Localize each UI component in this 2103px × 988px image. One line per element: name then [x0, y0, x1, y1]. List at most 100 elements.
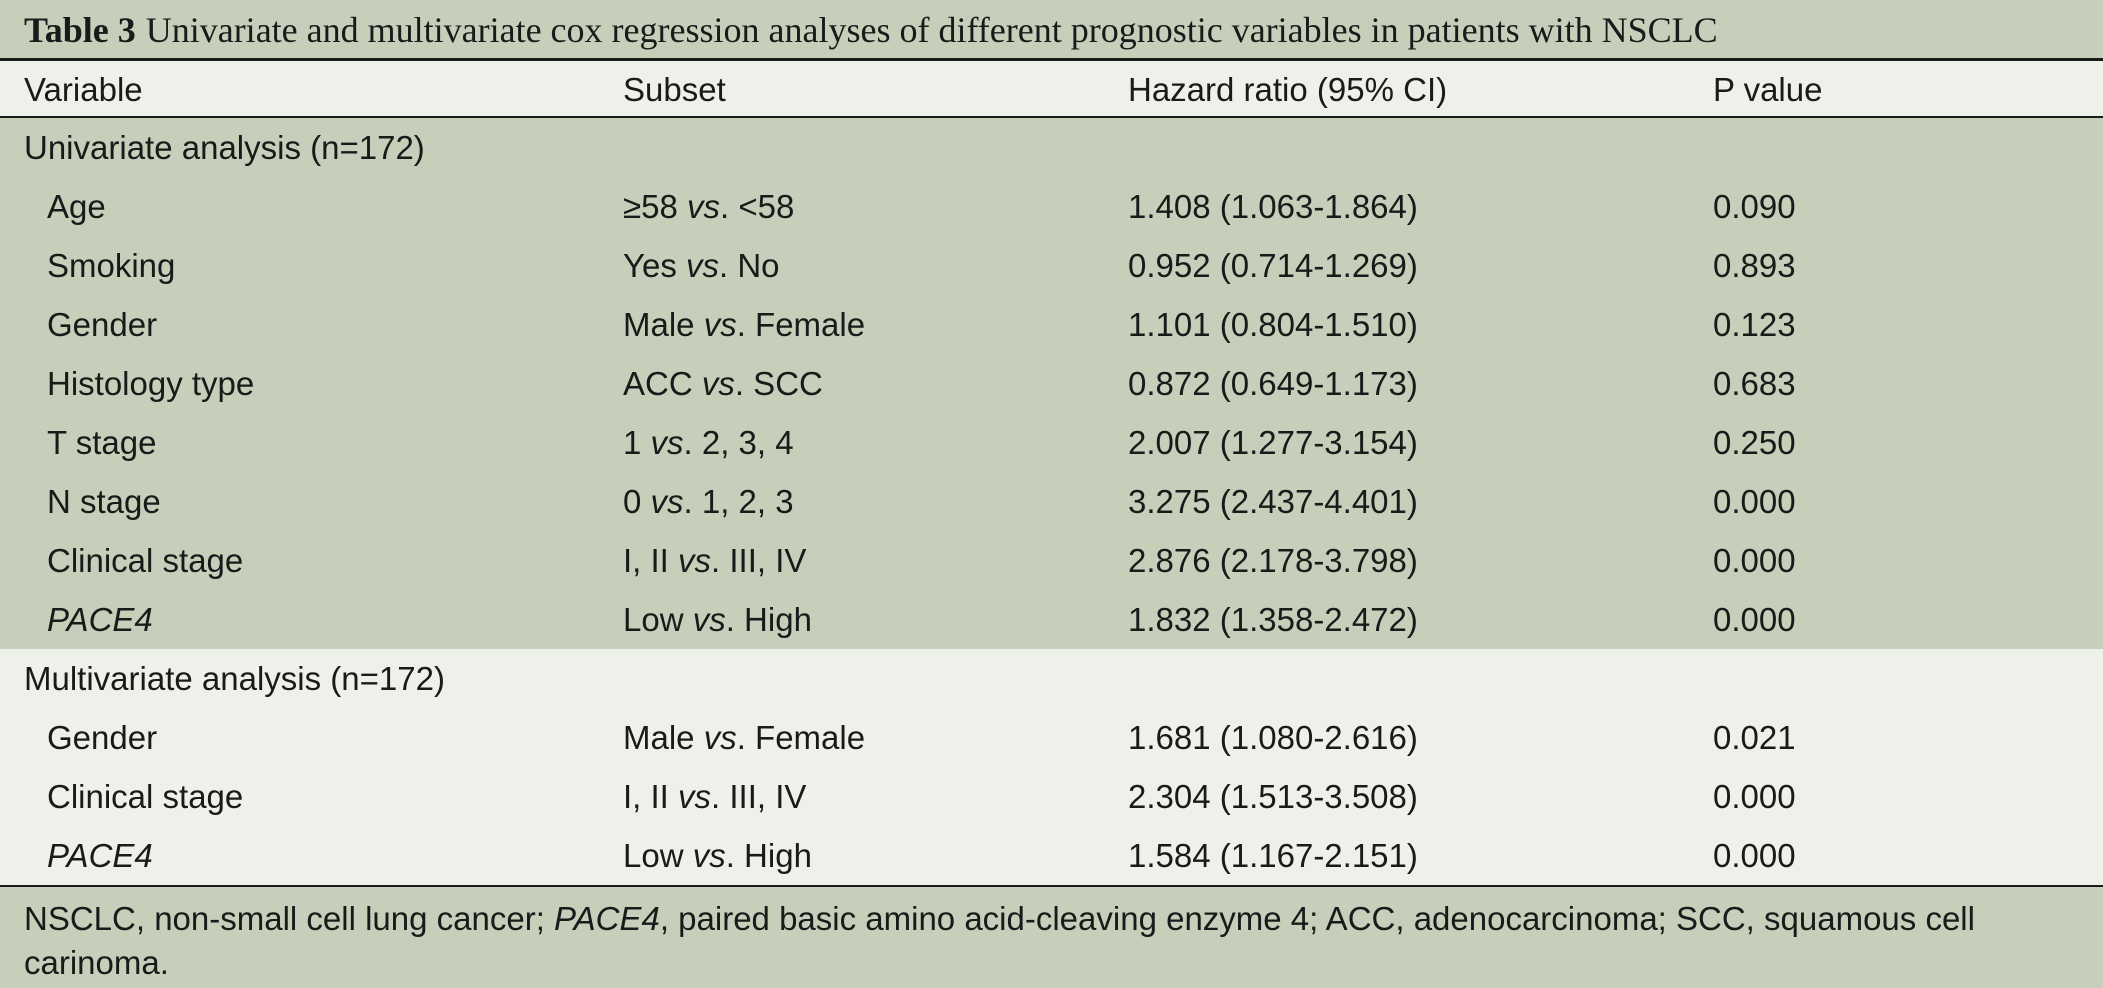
cell-variable: Histology type	[47, 365, 255, 402]
cell-subset: ≥58 vs. <58	[599, 177, 1104, 236]
bottom-rule	[0, 885, 2103, 887]
cell-p-value: 0.090	[1713, 188, 1796, 225]
subset-subset-b: . No	[719, 247, 780, 284]
footnote-part2: , paired basic amino acid-cleaving enzym…	[24, 900, 1975, 981]
cell-p-value: 0.893	[1713, 247, 1796, 284]
cell-subset: Yes vs. No	[599, 236, 1104, 295]
subset-vs: vs	[650, 483, 684, 520]
header-rule	[0, 116, 2103, 118]
subset-subset-a: Male	[623, 719, 704, 756]
cell-p-value: 0.683	[1713, 365, 1796, 402]
cell-hazard-ratio: 1.681 (1.080-2.616)	[1128, 719, 1418, 756]
subset-vs: vs	[692, 837, 726, 874]
cell-subset: Low vs. High	[599, 826, 1104, 885]
cell-p-value: 0.000	[1713, 542, 1796, 579]
subset-subset-b: . III, IV	[711, 778, 807, 815]
subset-subset-b: . 2, 3, 4	[683, 424, 794, 461]
univariate-section: Univariate analysis (n=172) Age ≥58 vs. <…	[0, 118, 2103, 649]
table-row: Gender Male vs. Female 1.681 (1.080-2.616)…	[0, 708, 2103, 767]
subset-subset-b: . III, IV	[711, 542, 807, 579]
cell-subset: 0 vs. 1, 2, 3	[599, 472, 1104, 531]
cell-hazard-ratio: 1.832 (1.358-2.472)	[1128, 601, 1418, 638]
cell-p-value: 0.000	[1713, 837, 1796, 874]
subset-subset-b: . SCC	[734, 365, 823, 402]
table-row: Clinical stage I, II vs. III, IV 2.304 (1.…	[0, 767, 2103, 826]
univariate-label: Univariate analysis (n=172)	[24, 129, 425, 166]
cell-subset: I, II vs. III, IV	[599, 767, 1104, 826]
cell-variable: Clinical stage	[47, 542, 244, 579]
subset-subset-a: Yes	[623, 247, 687, 284]
multivariate-label: Multivariate analysis (n=172)	[24, 660, 445, 697]
subset-vs: vs	[701, 365, 735, 402]
cell-subset: ACC vs. SCC	[599, 354, 1104, 413]
subset-subset-b: . <58	[720, 188, 795, 225]
table-row: Smoking Yes vs. No 0.952 (0.714-1.269) 0.89…	[0, 236, 2103, 295]
cell-p-value: 0.000	[1713, 601, 1796, 638]
cell-p-value: 0.123	[1713, 306, 1796, 343]
cell-hazard-ratio: 2.007 (1.277-3.154)	[1128, 424, 1418, 461]
subset-subset-a: ≥58	[623, 188, 687, 225]
subset-vs: vs	[678, 542, 712, 579]
subset-subset-b: . Female	[736, 306, 866, 343]
subset-vs: vs	[686, 247, 720, 284]
subset-subset-a: ACC	[623, 365, 702, 402]
footnote-part1: NSCLC, non-small cell lung cancer;	[24, 900, 555, 937]
table-header-row: Variable Subset Hazard ratio (95% CI) P …	[0, 61, 2103, 116]
subset-subset-a: I, II	[623, 778, 679, 815]
cell-variable: Gender	[47, 719, 158, 756]
cell-hazard-ratio: 2.304 (1.513-3.508)	[1128, 778, 1418, 815]
cell-variable: T stage	[47, 424, 157, 461]
subset-subset-a: 1	[623, 424, 651, 461]
cell-p-value: 0.000	[1713, 778, 1796, 815]
header-p-value: P value	[1713, 71, 1823, 108]
subset-vs: vs	[692, 601, 726, 638]
subset-subset-b: . High	[725, 837, 812, 874]
table-footnote: NSCLC, non-small cell lung cancer; PACE4…	[0, 887, 2103, 981]
cell-variable: PACE4	[47, 601, 153, 638]
table-row: Histology type ACC vs. SCC 0.872 (0.649-1.…	[0, 354, 2103, 413]
subset-subset-a: 0	[623, 483, 651, 520]
cell-variable: Gender	[47, 306, 158, 343]
cell-subset: Low vs. High	[599, 590, 1104, 649]
table-row: PACE4 Low vs. High 1.832 (1.358-2.472) 0.00…	[0, 590, 2103, 649]
subset-subset-a: I, II	[623, 542, 679, 579]
subset-vs: vs	[703, 306, 737, 343]
header-hazard-ratio: Hazard ratio (95% CI)	[1128, 71, 1448, 108]
cell-variable: N stage	[47, 483, 161, 520]
cell-variable: Smoking	[47, 247, 176, 284]
cell-p-value: 0.021	[1713, 719, 1796, 756]
cell-variable: Clinical stage	[47, 778, 244, 815]
header-variable: Variable	[24, 71, 143, 108]
table-row: N stage 0 vs. 1, 2, 3 3.275 (2.437-4.401) 0…	[0, 472, 2103, 531]
header-subset: Subset	[623, 71, 726, 108]
table-title: Table 3 Univariate and multivariate cox r…	[0, 0, 2103, 58]
subset-subset-a: Low	[623, 837, 693, 874]
table-row: T stage 1 vs. 2, 3, 4 2.007 (1.277-3.154) 0…	[0, 413, 2103, 472]
cell-hazard-ratio: 1.101 (0.804-1.510)	[1128, 306, 1418, 343]
cell-variable: PACE4	[47, 837, 153, 874]
cell-p-value: 0.250	[1713, 424, 1796, 461]
footnote-italic: PACE4	[554, 900, 660, 937]
table-number: Table 3	[24, 10, 136, 50]
subset-vs: vs	[703, 719, 737, 756]
cell-hazard-ratio: 2.876 (2.178-3.798)	[1128, 542, 1418, 579]
cell-subset: Male vs. Female	[599, 708, 1104, 767]
cell-hazard-ratio: 1.584 (1.167-2.151)	[1128, 837, 1418, 874]
cell-variable: Age	[47, 188, 106, 225]
table-caption: Univariate and multivariate cox regressi…	[145, 10, 1718, 50]
cell-hazard-ratio: 0.952 (0.714-1.269)	[1128, 247, 1418, 284]
subset-subset-a: Male	[623, 306, 704, 343]
table-row: Gender Male vs. Female 1.101 (0.804-1.510)…	[0, 295, 2103, 354]
table-row: Age ≥58 vs. <58 1.408 (1.063-1.864) 0.090	[0, 177, 2103, 236]
cell-subset: I, II vs. III, IV	[599, 531, 1104, 590]
subset-subset-b: . High	[725, 601, 812, 638]
cell-subset: 1 vs. 2, 3, 4	[599, 413, 1104, 472]
subset-vs: vs	[650, 424, 684, 461]
subset-vs: vs	[687, 188, 720, 225]
top-rule	[0, 58, 2103, 61]
subset-vs: vs	[678, 778, 712, 815]
subset-subset-a: Low	[623, 601, 693, 638]
cell-p-value: 0.000	[1713, 483, 1796, 520]
cell-hazard-ratio: 3.275 (2.437-4.401)	[1128, 483, 1418, 520]
